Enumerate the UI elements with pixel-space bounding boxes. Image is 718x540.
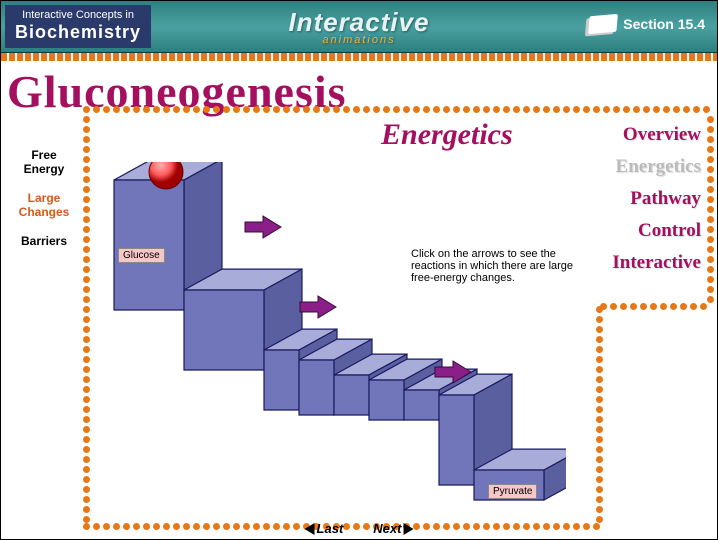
energy-diagram (96, 162, 566, 522)
left-menu-item[interactable]: LargeChanges (9, 191, 79, 220)
right-menu-item[interactable]: Energetics (605, 156, 701, 178)
logo-line1: Interactive Concepts in (15, 9, 141, 22)
next-label: Next (373, 521, 401, 536)
prev-label: Last (317, 521, 344, 536)
logo-line2: Biochemistry (15, 22, 141, 44)
right-menu-item[interactable]: Control (605, 220, 701, 242)
section-label[interactable]: Section 15.4 (589, 15, 705, 33)
right-menu-item[interactable]: Overview (605, 124, 701, 146)
nav-buttons: Last Next (305, 521, 414, 536)
energy-arrow[interactable] (300, 296, 336, 318)
prev-button[interactable]: Last (305, 521, 344, 536)
orange-strip (1, 53, 717, 61)
header-center: Interactive animations (288, 7, 429, 46)
top-header: Interactive Concepts in Biochemistry Int… (1, 1, 717, 53)
page-title: Gluconeogenesis (7, 65, 717, 118)
right-menu-item[interactable]: Pathway (605, 188, 701, 210)
book-icon (588, 14, 618, 34)
left-menu-item[interactable]: Barriers (9, 234, 79, 248)
section-text: Section 15.4 (623, 16, 705, 32)
subtitle: Energetics (381, 118, 513, 152)
next-button[interactable]: Next (373, 521, 413, 536)
step-label: Glucose (118, 248, 165, 263)
step-label: Pyruvate (488, 484, 537, 499)
right-menu-item[interactable]: Interactive (605, 252, 701, 274)
triangle-right-icon (403, 523, 413, 535)
triangle-left-icon (305, 523, 315, 535)
left-menu: FreeEnergy LargeChanges Barriers (9, 148, 79, 262)
energy-arrow[interactable] (245, 216, 281, 238)
logo-box: Interactive Concepts in Biochemistry (5, 5, 151, 48)
stage: FreeEnergy LargeChanges Barriers Energetic… (1, 118, 717, 538)
left-menu-item[interactable]: FreeEnergy (9, 148, 79, 177)
right-menu: Overview Energetics Pathway Control Interact… (589, 112, 709, 288)
